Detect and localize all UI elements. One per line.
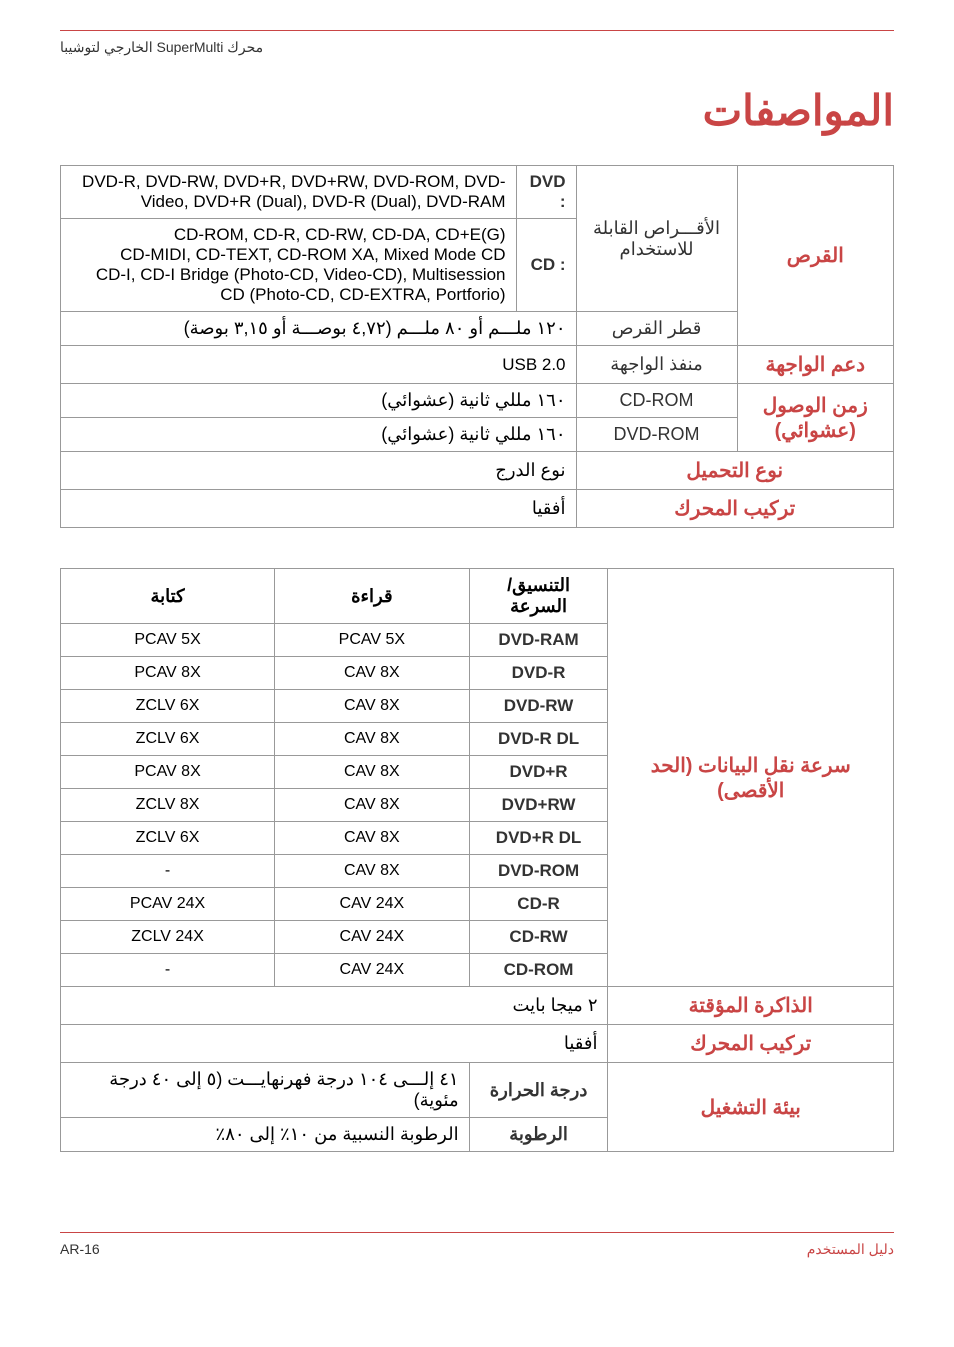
read-cell: CAV 24X <box>275 888 470 921</box>
fmt-cell: DVD-RAM <box>469 624 608 657</box>
read-cell: CAV 8X <box>275 756 470 789</box>
fmt-cell: CD-RW <box>469 921 608 954</box>
temp-label: درجة الحرارة <box>469 1063 608 1118</box>
write-cell: ZCLV 6X <box>61 690 275 723</box>
header-product: محرك SuperMulti الخارجي لتوشيبا <box>60 39 894 56</box>
write-cell: PCAV 8X <box>61 657 275 690</box>
write-cell: PCAV 24X <box>61 888 275 921</box>
read-cell: CAV 8X <box>275 822 470 855</box>
table-row: نوع التحميل نوع الدرج <box>61 452 894 490</box>
table-row: تركيب المحرك أفقيا <box>61 1025 894 1063</box>
interface-sub: منفذ الواجهة <box>576 346 737 384</box>
read-cell: CAV 24X <box>275 921 470 954</box>
fmt-cell: DVD+RW <box>469 789 608 822</box>
disc-subcategory: الأقـــراص القابلة للاستخدام <box>576 166 737 312</box>
load-category: نوع التحميل <box>576 452 893 490</box>
write-cell: ZCLV 6X <box>61 822 275 855</box>
read-cell: CAV 8X <box>275 723 470 756</box>
fmt-cell: DVD-R DL <box>469 723 608 756</box>
mount-category: تركيب المحرك <box>576 490 893 528</box>
table-row: بيئة التشغيل درجة الحرارة ٤١ إلـــى ١٠٤ … <box>61 1063 894 1118</box>
specs-table-2: سرعة نقل البيانات (الحد الأقصى) التنسيق/… <box>60 568 894 1152</box>
format-header: التنسيق/السرعة <box>469 569 608 624</box>
mount2-category: تركيب المحرك <box>608 1025 894 1063</box>
read-cell: CAV 24X <box>275 954 470 987</box>
read-cell: PCAV 5X <box>275 624 470 657</box>
humidity-label: الرطوبة <box>469 1118 608 1152</box>
cd-value: CD-ROM, CD-R, CD-RW, CD-DA, CD+E(G) CD-M… <box>61 219 517 312</box>
dvdrom-label: DVD-ROM <box>576 418 737 452</box>
dvd-value: DVD-R, DVD-RW, DVD+R, DVD+RW, DVD-ROM, D… <box>61 166 517 219</box>
specs-table-1: القرص الأقـــراص القابلة للاستخدام DVD :… <box>60 165 894 528</box>
read-header: قراءة <box>275 569 470 624</box>
rate-category: سرعة نقل البيانات (الحد الأقصى) <box>608 569 894 987</box>
table-row: زمن الوصول (عشوائي) CD-ROM ١٦٠ مللي ثاني… <box>61 384 894 418</box>
write-cell: ZCLV 6X <box>61 723 275 756</box>
mount2-value: أفقيا <box>61 1025 608 1063</box>
table-row: الذاكرة المؤقتة ٢ ميجا بايت <box>61 987 894 1025</box>
diameter-label: قطر القرص <box>576 312 737 346</box>
write-cell: ZCLV 24X <box>61 921 275 954</box>
write-cell: ZCLV 8X <box>61 789 275 822</box>
fmt-cell: DVD-ROM <box>469 855 608 888</box>
header-divider <box>60 30 894 31</box>
fmt-cell: DVD-R <box>469 657 608 690</box>
cdrom-label: CD-ROM <box>576 384 737 418</box>
write-cell: PCAV 8X <box>61 756 275 789</box>
table-row: تركيب المحرك أفقيا <box>61 490 894 528</box>
page-title: المواصفات <box>60 86 894 135</box>
table-row: سرعة نقل البيانات (الحد الأقصى) التنسيق/… <box>61 569 894 624</box>
access-category: زمن الوصول (عشوائي) <box>737 384 893 452</box>
disc-category: القرص <box>737 166 893 346</box>
diameter-value: ١٢٠ ملـــم أو ٨٠ ملـــم (٤,٧٢ بوصـــة أو… <box>61 312 577 346</box>
env-category: بيئة التشغيل <box>608 1063 894 1152</box>
cdrom-access-value: ١٦٠ مللي ثانية (عشوائي) <box>61 384 577 418</box>
write-header: كتابة <box>61 569 275 624</box>
write-cell: PCAV 5X <box>61 624 275 657</box>
load-value: نوع الدرج <box>61 452 577 490</box>
read-cell: CAV 8X <box>275 855 470 888</box>
fmt-cell: CD-ROM <box>469 954 608 987</box>
table-row: القرص الأقـــراص القابلة للاستخدام DVD :… <box>61 166 894 219</box>
fmt-cell: DVD+R DL <box>469 822 608 855</box>
footer-page: AR-16 <box>60 1241 100 1258</box>
write-cell: - <box>61 954 275 987</box>
fmt-cell: DVD+R <box>469 756 608 789</box>
humidity-value: الرطوبة النسبية من ١٠٪ إلى ٨٠٪ <box>61 1118 470 1152</box>
buffer-value: ٢ ميجا بايت <box>61 987 608 1025</box>
buffer-category: الذاكرة المؤقتة <box>608 987 894 1025</box>
fmt-cell: CD-R <box>469 888 608 921</box>
mount-value: أفقيا <box>61 490 577 528</box>
interface-category: دعم الواجهة <box>737 346 893 384</box>
read-cell: CAV 8X <box>275 657 470 690</box>
write-cell: - <box>61 855 275 888</box>
dvd-label: DVD : <box>516 166 576 219</box>
temp-value: ٤١ إلـــى ١٠٤ درجة فهرنهايـــت (٥ إلى ٤٠… <box>61 1063 470 1118</box>
dvdrom-access-value: ١٦٠ مللي ثانية (عشوائي) <box>61 418 577 452</box>
page-footer: دليل المستخدم AR-16 <box>60 1232 894 1258</box>
interface-value: USB 2.0 <box>61 346 577 384</box>
table-row: دعم الواجهة منفذ الواجهة USB 2.0 <box>61 346 894 384</box>
fmt-cell: DVD-RW <box>469 690 608 723</box>
read-cell: CAV 8X <box>275 690 470 723</box>
cd-label: CD : <box>516 219 576 312</box>
read-cell: CAV 8X <box>275 789 470 822</box>
footer-guide: دليل المستخدم <box>807 1241 894 1258</box>
